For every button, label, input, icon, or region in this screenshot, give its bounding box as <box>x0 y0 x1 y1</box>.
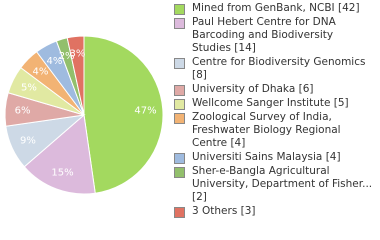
legend-swatch <box>174 113 185 124</box>
slice-label: 2% <box>59 51 75 62</box>
slice-label: 9% <box>20 136 36 147</box>
legend-swatch <box>174 58 185 69</box>
slice-label: 4% <box>32 66 48 77</box>
legend-item: University of Dhaka [6] <box>174 83 374 96</box>
legend-swatch <box>174 85 185 96</box>
slice-label: 47% <box>134 106 156 117</box>
legend-label: 3 Others [3] <box>192 205 256 217</box>
slice-label: 3% <box>69 49 85 60</box>
legend-item: Sher-e-Bangla Agricultural University, D… <box>174 165 374 204</box>
slice-label: 4% <box>47 56 63 67</box>
legend-swatch <box>174 167 185 178</box>
legend-label: Sher-e-Bangla Agricultural University, D… <box>192 165 373 203</box>
legend-item: Zoological Survey of India, Freshwater B… <box>174 111 374 150</box>
legend-label: Zoological Survey of India, Freshwater B… <box>192 111 341 149</box>
legend-label: Universiti Sains Malaysia [4] <box>192 151 341 163</box>
slice-label: 6% <box>15 106 31 117</box>
legend-label: Centre for Biodiversity Genomics [8] <box>192 56 366 81</box>
pie-slice <box>83 35 164 194</box>
legend-label: Wellcome Sanger Institute [5] <box>192 97 349 109</box>
legend-item: 3 Others [3] <box>174 205 374 218</box>
slice-label: 5% <box>21 82 37 93</box>
pie-slice <box>66 35 85 116</box>
legend-swatch <box>174 207 185 218</box>
legend-label: Paul Hebert Centre for DNA Barcoding and… <box>192 16 336 54</box>
pie-chart: 47%15%9%6%5%4%4%2%3% <box>4 35 164 195</box>
legend-label: Mined from GenBank, NCBI [42] <box>192 2 360 14</box>
pie-slice <box>23 114 96 195</box>
legend-swatch <box>174 18 185 29</box>
legend-item: Wellcome Sanger Institute [5] <box>174 97 374 110</box>
slice-label: 15% <box>51 168 73 179</box>
legend-item: Centre for Biodiversity Genomics [8] <box>174 56 374 82</box>
legend-swatch <box>174 153 185 164</box>
legend-item: Paul Hebert Centre for DNA Barcoding and… <box>174 16 374 55</box>
legend: Mined from GenBank, NCBI [42] Paul Hebert… <box>174 2 374 219</box>
legend-item: Mined from GenBank, NCBI [42] <box>174 2 374 15</box>
legend-swatch <box>174 99 185 110</box>
legend-item: Universiti Sains Malaysia [4] <box>174 151 374 164</box>
legend-label: University of Dhaka [6] <box>192 83 314 95</box>
legend-swatch <box>174 4 185 15</box>
